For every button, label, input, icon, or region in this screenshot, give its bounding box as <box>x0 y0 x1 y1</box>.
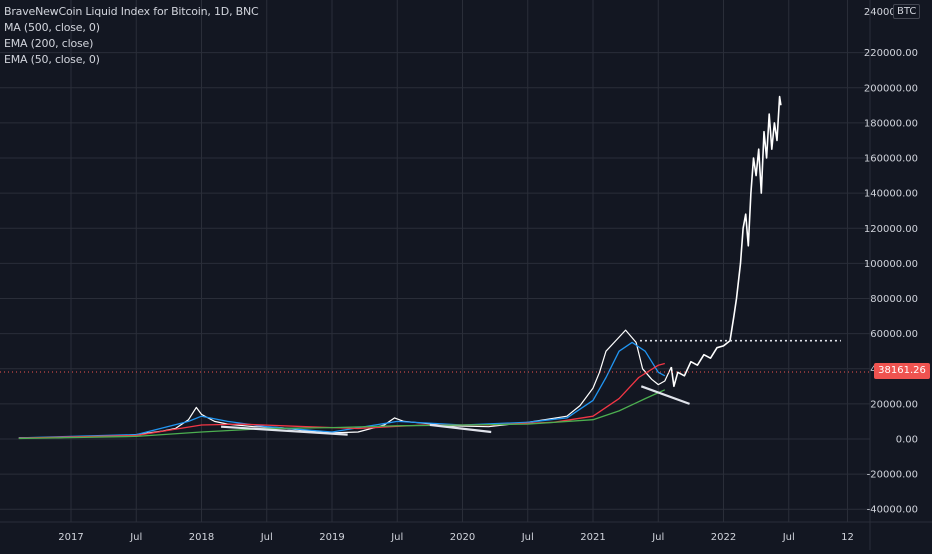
y-tick-label: 80000.00 <box>870 294 918 305</box>
series-layer <box>18 95 782 440</box>
y-tick-label: 0.00 <box>896 435 918 446</box>
indicator-ma500[interactable]: MA (500, close, 0) <box>4 21 100 34</box>
x-tick-label: Jul <box>782 532 795 543</box>
symbol-title[interactable]: BraveNewCoin Liquid Index for Bitcoin, 1… <box>4 5 259 18</box>
x-tick-label: 2019 <box>319 532 344 543</box>
y-tick-label-top: 240000.00 <box>864 7 918 18</box>
indicator-ema200[interactable]: EMA (200, close) <box>4 37 94 50</box>
x-axis[interactable]: 2017 Jul 2018 Jul 2019 Jul 2020 Jul 2021 Jul 2022 J… <box>58 532 854 543</box>
series-line-price <box>18 329 672 439</box>
series-line-projection <box>670 95 782 388</box>
x-tick-label: 2022 <box>711 532 736 543</box>
y-tick-label: -20000.00 <box>867 470 918 481</box>
x-tick-label: Jul <box>390 532 403 543</box>
y-tick-label: 160000.00 <box>864 154 918 165</box>
y-tick-label: 140000.00 <box>864 189 918 200</box>
y-tick-label: 100000.00 <box>864 259 918 270</box>
x-tick-label: Jul <box>260 532 273 543</box>
x-tick-label: 2018 <box>189 532 214 543</box>
y-tick-label: 20000.00 <box>870 399 918 410</box>
x-tick-label: 2020 <box>450 532 475 543</box>
y-axis[interactable]: 220000.00 200000.00 180000.00 160000.00 1400… <box>864 7 918 516</box>
x-tick-label: Jul <box>129 532 142 543</box>
currency-unit-badge[interactable]: BTC <box>893 4 921 19</box>
y-tick-label: 60000.00 <box>870 329 918 340</box>
y-tick-label: 200000.00 <box>864 83 918 94</box>
x-tick-label: Jul <box>651 532 664 543</box>
y-tick-label: 220000.00 <box>864 48 918 59</box>
y-tick-label: 120000.00 <box>864 224 918 235</box>
y-tick-label: -40000.00 <box>867 505 918 516</box>
last-price-label: 38161.26 <box>874 363 930 379</box>
chart-legend: BraveNewCoin Liquid Index for Bitcoin, 1… <box>4 4 259 68</box>
x-tick-label: 2021 <box>580 532 605 543</box>
x-tick-label: 2017 <box>58 532 83 543</box>
y-tick-label: 180000.00 <box>864 118 918 129</box>
indicator-ema50[interactable]: EMA (50, close, 0) <box>4 53 100 66</box>
annotation-trend-line <box>221 425 348 436</box>
series-line-ma500 <box>18 389 666 440</box>
series-line-ema50 <box>18 341 666 439</box>
drawing-layer <box>0 339 870 436</box>
x-tick-label: Jul <box>521 532 534 543</box>
annotation-trend-line <box>429 423 492 434</box>
annotation-trend-line <box>640 385 690 405</box>
x-tick-label: 12 <box>841 532 854 543</box>
